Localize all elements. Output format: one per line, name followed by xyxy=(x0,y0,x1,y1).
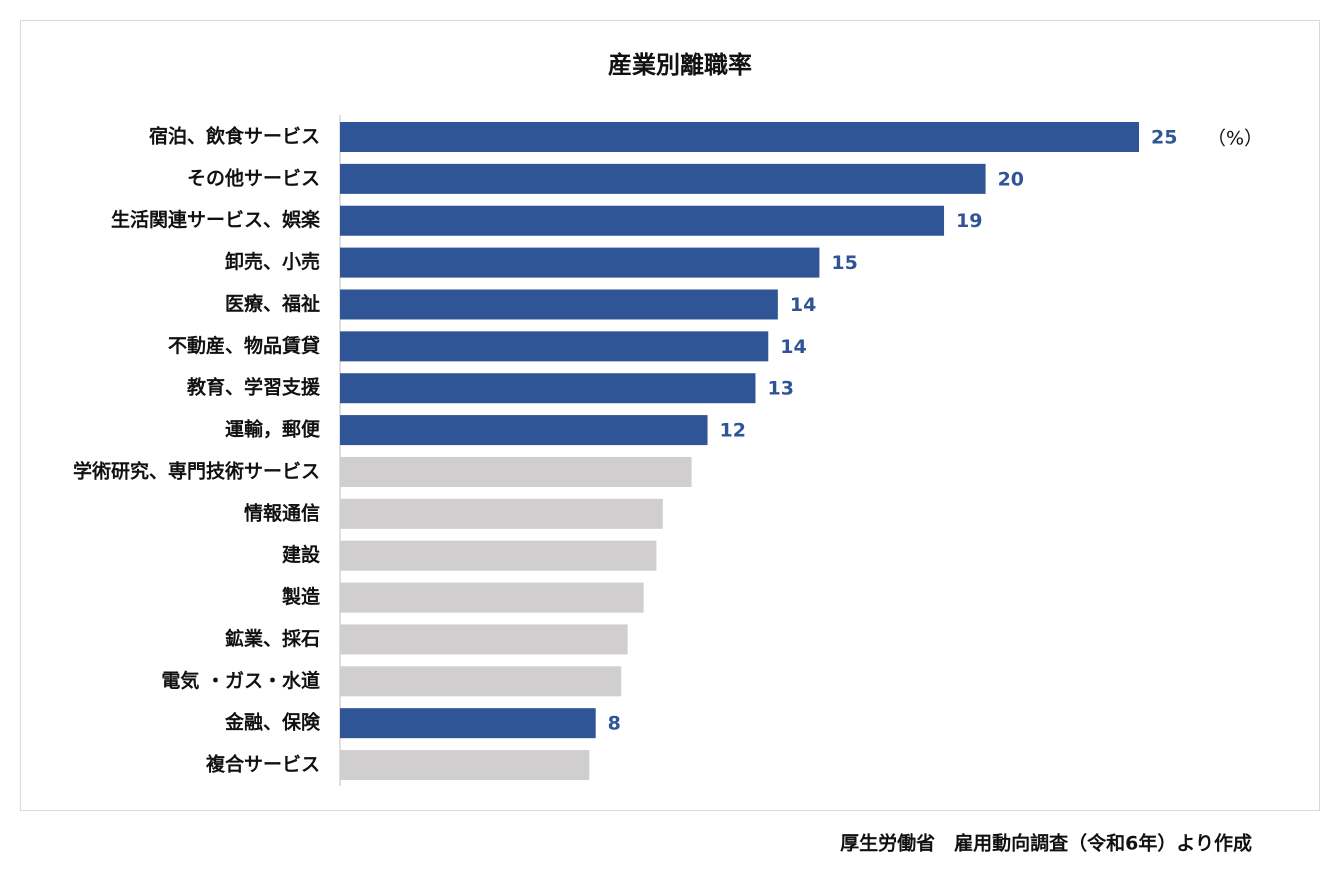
category-label: 生活関連サービス、娯楽 xyxy=(111,208,321,231)
value-label: 25 xyxy=(1151,127,1177,149)
value-label: 14 xyxy=(790,294,816,316)
bar xyxy=(340,122,1139,152)
unit-label: （%） xyxy=(1207,128,1263,150)
category-label: 教育、学習支援 xyxy=(187,376,321,399)
category-label: 複合サービス xyxy=(205,753,320,776)
category-label: 製造 xyxy=(281,585,321,608)
category-label: 学術研究、専門技術サービス xyxy=(73,459,320,482)
bar xyxy=(340,708,596,739)
category-label: 卸売、小売 xyxy=(225,250,320,273)
bar xyxy=(340,289,778,320)
bar xyxy=(340,373,756,404)
bar xyxy=(340,582,644,613)
bar xyxy=(340,415,708,446)
category-label: その他サービス xyxy=(187,166,320,189)
category-label: 運輸，郵便 xyxy=(225,418,321,441)
bar xyxy=(340,163,986,194)
category-label: 電気 ・ガス・水道 xyxy=(161,669,320,692)
category-label: 宿泊、飲食サービス xyxy=(149,125,320,148)
bar xyxy=(340,624,628,655)
value-label: 12 xyxy=(720,420,746,442)
value-label: 20 xyxy=(998,168,1024,190)
bar xyxy=(340,750,590,781)
category-label: 金融、保険 xyxy=(224,711,321,734)
bar xyxy=(340,456,692,487)
bar xyxy=(340,331,769,362)
source-note: 厚生労働省 雇用動向調査（令和6年）より作成 xyxy=(840,832,1252,855)
bar xyxy=(340,205,945,236)
bar xyxy=(340,247,820,278)
category-label: 不動産、物品賃貸 xyxy=(168,334,320,357)
value-label: 14 xyxy=(780,336,806,358)
category-label: 建設 xyxy=(282,543,321,566)
category-label: 医療、福祉 xyxy=(225,292,320,315)
value-label: 15 xyxy=(831,252,857,274)
value-label: 19 xyxy=(956,210,982,232)
value-label: 8 xyxy=(608,713,621,735)
chart-title: 産業別離職率 xyxy=(608,51,752,79)
category-label: 鉱業、採石 xyxy=(225,627,320,650)
bar xyxy=(340,498,663,529)
bar xyxy=(340,540,657,571)
category-label: 情報通信 xyxy=(244,501,320,524)
value-label: 13 xyxy=(767,378,793,400)
bar xyxy=(340,666,622,697)
